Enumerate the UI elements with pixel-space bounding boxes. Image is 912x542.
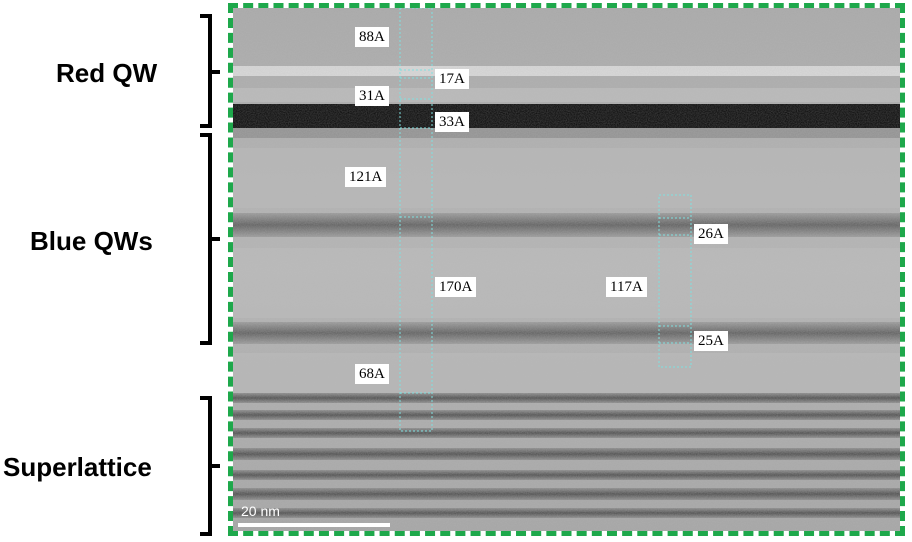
measure-26a: 26A <box>694 224 728 244</box>
measure-170a: 170A <box>435 277 477 297</box>
blue-qws-label: Blue QWs <box>30 226 153 256</box>
measure-68a: 68A <box>355 364 389 384</box>
measure-88a: 88A <box>355 27 389 47</box>
superlattice-label: Superlattice <box>3 452 152 482</box>
red-qw-bracket <box>192 14 222 130</box>
measure-25a: 25A <box>694 331 728 351</box>
superlattice-bracket <box>192 396 222 538</box>
scale-bar <box>238 523 390 527</box>
tem-micrograph <box>233 8 900 531</box>
measure-17a: 17A <box>435 69 469 89</box>
measure-117a: 117A <box>606 277 647 297</box>
measure-31a: 31A <box>355 86 389 106</box>
measure-121a: 121A <box>345 167 387 187</box>
scale-bar-label: 20 nm <box>241 503 280 519</box>
measure-33a: 33A <box>435 112 469 132</box>
blue-qws-bracket <box>192 133 222 347</box>
tem-image-frame: 88A 17A 31A 33A 121A 170A 68A 26A 117A 2… <box>228 3 905 536</box>
red-qw-label: Red QW <box>56 58 158 88</box>
